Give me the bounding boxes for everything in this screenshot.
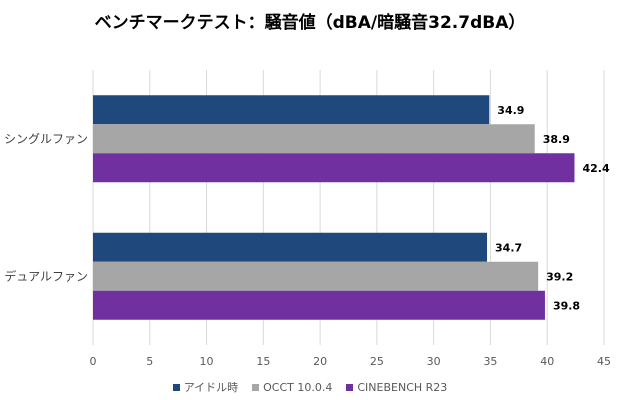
bar bbox=[93, 261, 539, 291]
legend-label: CINEBENCH R23 bbox=[357, 380, 448, 394]
x-tick-label: 0 bbox=[90, 355, 97, 368]
x-tick-label: 15 bbox=[256, 355, 270, 368]
legend-swatch bbox=[252, 383, 260, 391]
x-tick-label: 5 bbox=[146, 355, 153, 368]
chart-title: ベンチマークテスト：騒音値（dBA/暗騒音32.7dBA） bbox=[94, 13, 526, 33]
data-label: 38.9 bbox=[543, 133, 570, 146]
x-tick-label: 30 bbox=[427, 355, 441, 368]
data-label: 34.7 bbox=[495, 241, 522, 254]
x-tick-label: 25 bbox=[370, 355, 384, 368]
legend: アイドル時 OCCT 10.0.4 CINEBENCH R23 bbox=[0, 379, 620, 395]
legend-label: OCCT 10.0.4 bbox=[263, 380, 333, 394]
legend-item: アイドル時 bbox=[172, 379, 239, 395]
data-label: 39.8 bbox=[553, 299, 580, 312]
x-tick-label: 10 bbox=[200, 355, 214, 368]
x-tick-label: 40 bbox=[540, 355, 554, 368]
bar bbox=[93, 232, 488, 262]
category-label: シングルファン bbox=[4, 132, 88, 146]
legend-item: CINEBENCH R23 bbox=[346, 379, 447, 395]
x-tick-label: 35 bbox=[483, 355, 497, 368]
bar bbox=[93, 153, 575, 183]
legend-swatch bbox=[346, 383, 354, 391]
bar bbox=[93, 95, 490, 125]
legend-label: アイドル時 bbox=[183, 381, 239, 394]
x-tick-label: 20 bbox=[313, 355, 327, 368]
legend-swatch bbox=[172, 383, 180, 391]
bar bbox=[93, 124, 535, 154]
category-label: デュアルファン bbox=[4, 268, 88, 283]
bar bbox=[93, 290, 545, 320]
data-label: 39.2 bbox=[546, 270, 573, 283]
legend-item: OCCT 10.0.4 bbox=[252, 379, 332, 395]
data-label: 34.9 bbox=[497, 104, 524, 117]
data-label: 42.4 bbox=[582, 162, 609, 175]
x-tick-label: 45 bbox=[597, 355, 611, 368]
